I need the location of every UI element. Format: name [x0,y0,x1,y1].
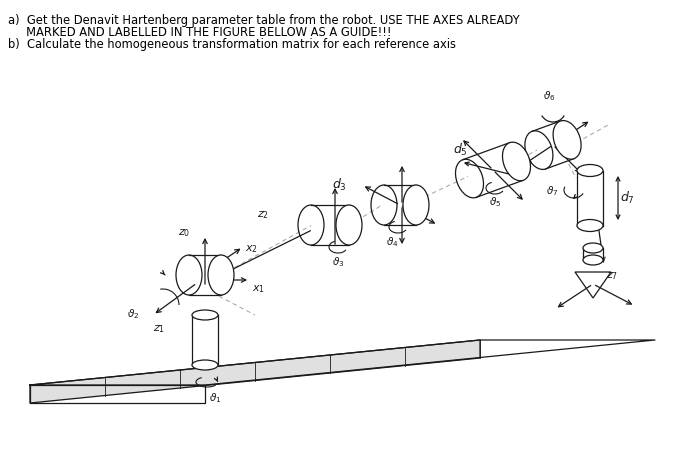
Text: $z_2$: $z_2$ [257,209,269,221]
Text: $d_3$: $d_3$ [332,177,347,193]
Ellipse shape [553,120,581,159]
Polygon shape [462,143,523,197]
Text: $\vartheta_7$: $\vartheta_7$ [546,184,558,198]
Ellipse shape [583,243,603,253]
Polygon shape [30,385,205,403]
Polygon shape [30,340,655,385]
Ellipse shape [502,142,531,181]
Text: $x_1$: $x_1$ [252,283,265,295]
Polygon shape [30,340,480,403]
Polygon shape [192,315,218,365]
Ellipse shape [192,310,218,320]
Text: $\vartheta_6$: $\vartheta_6$ [543,89,556,103]
Ellipse shape [208,255,234,295]
Ellipse shape [577,219,603,231]
Text: $z_1$: $z_1$ [153,323,165,335]
Text: MARKED AND LABELLED IN THE FIGURE BELLOW AS A GUIDE!!!: MARKED AND LABELLED IN THE FIGURE BELLOW… [8,26,392,39]
Text: $z_7$: $z_7$ [606,270,618,282]
Text: $z_0$: $z_0$ [178,227,190,239]
Text: $d_7$: $d_7$ [620,190,634,206]
Polygon shape [577,171,603,226]
Ellipse shape [403,185,429,225]
Text: $\vartheta_5$: $\vartheta_5$ [489,195,502,209]
Text: $x_2$: $x_2$ [245,243,258,255]
Ellipse shape [577,164,603,176]
Ellipse shape [583,255,603,265]
Polygon shape [189,255,221,295]
Polygon shape [583,248,603,260]
Text: a)  Get the Denavit Hartenberg parameter table from the robot. USE THE AXES ALRE: a) Get the Denavit Hartenberg parameter … [8,14,520,27]
Text: $\vartheta_3$: $\vartheta_3$ [332,255,344,269]
Polygon shape [384,185,416,225]
Text: $\vartheta_1$: $\vartheta_1$ [209,391,221,405]
Text: $\vartheta_4$: $\vartheta_4$ [386,235,399,249]
Text: $\vartheta_2$: $\vartheta_2$ [127,307,139,321]
Polygon shape [311,205,349,245]
Ellipse shape [336,205,362,245]
Polygon shape [532,121,574,169]
Text: b)  Calculate the homogeneous transformation matrix for each reference axis: b) Calculate the homogeneous transformat… [8,38,456,51]
Text: $d_5$: $d_5$ [453,142,468,158]
Ellipse shape [192,360,218,370]
